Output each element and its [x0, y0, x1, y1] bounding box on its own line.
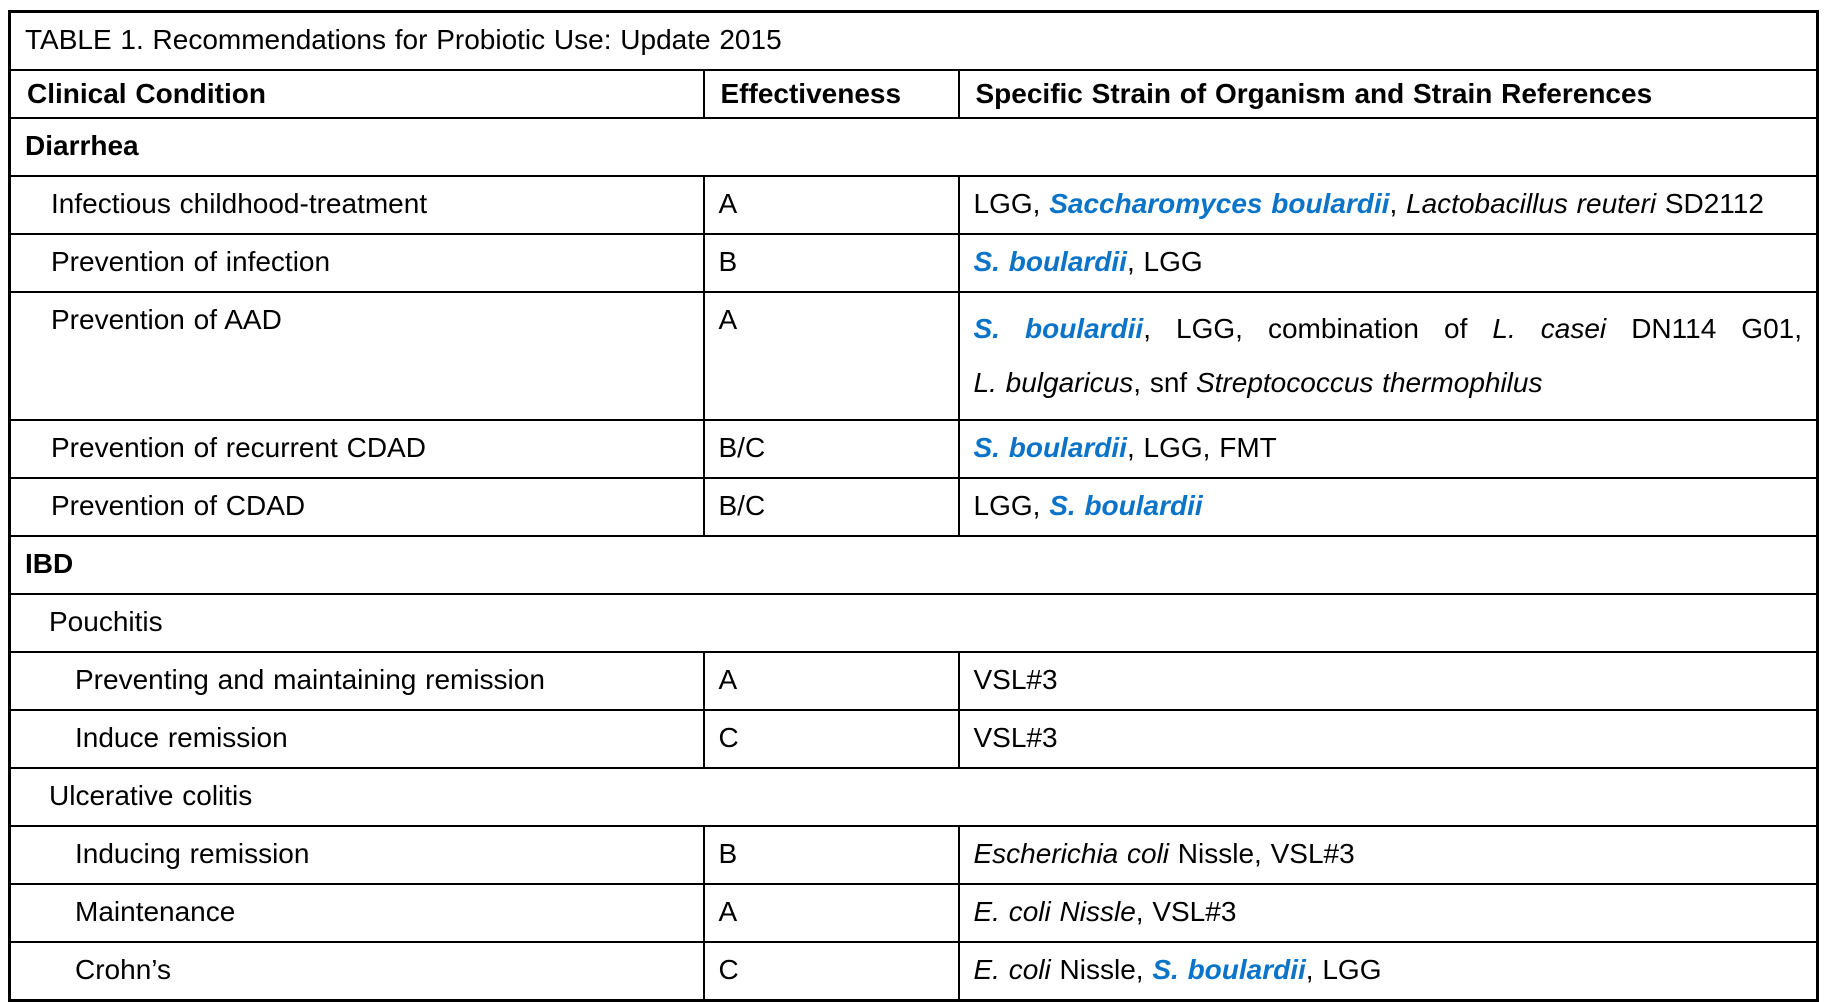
strain-text: L. bulgaricus	[973, 367, 1134, 398]
table-row: Prevention of CDAD B/C LGG, S. boulardii	[8, 477, 1819, 537]
section-label: Diarrhea	[8, 117, 1819, 177]
condition-cell: Induce remission	[8, 709, 705, 769]
effectiveness-cell: B/C	[702, 477, 960, 537]
condition-cell: Prevention of infection	[8, 233, 705, 293]
strain-text: Nissle,	[1050, 954, 1153, 985]
condition-cell: Prevention of CDAD	[8, 477, 705, 537]
header-row: Clinical Condition Effectiveness Specifi…	[8, 69, 1819, 119]
strain-name-highlighted: S. boulardii	[973, 432, 1127, 463]
strain-text: E. coli	[973, 954, 1051, 985]
table-row: Preventing and maintaining remission A VSL…	[8, 651, 1819, 711]
table-row: Infectious childhood-treatment A LGG, Sacc…	[8, 175, 1819, 235]
effectiveness-cell: B	[702, 233, 960, 293]
section-row: Pouchitis	[8, 593, 1819, 653]
strain-text: , LGG, combination of	[1143, 313, 1493, 344]
table-row: Prevention of recurrent CDAD B/C S. boular…	[8, 419, 1819, 479]
strain-text: LGG,	[973, 490, 1050, 521]
condition-cell: Inducing remission	[8, 825, 705, 885]
condition-cell: Prevention of recurrent CDAD	[8, 419, 705, 479]
strain-text: , LGG, FMT	[1126, 432, 1277, 463]
strains-cell: S. boulardii, LGG, FMT	[957, 419, 1819, 479]
strain-name-highlighted: S. boulardii	[973, 246, 1127, 277]
strain-name-highlighted: Saccharomyces boulardii	[1049, 188, 1390, 219]
strains-cell: Escherichia coli Nissle, VSL#3	[957, 825, 1819, 885]
table-row: Prevention of AAD A S. boulardii, LGG, com…	[8, 291, 1819, 421]
strain-text: SD2112	[1656, 188, 1764, 219]
strain-name-highlighted: S. boulardii	[973, 313, 1144, 344]
section-label: IBD	[8, 535, 1819, 595]
strain-text: Nissle, VSL#3	[1169, 838, 1355, 869]
column-header-specific-strain: Specific Strain of Organism and Strain R…	[957, 69, 1819, 119]
strain-text: E. coli Nissle	[973, 896, 1136, 927]
strain-text: Streptococcus thermophilus	[1195, 367, 1543, 398]
effectiveness-cell: C	[702, 709, 960, 769]
strain-name-highlighted: S. boulardii	[1049, 490, 1203, 521]
section-row: IBD	[8, 535, 1819, 595]
condition-cell: Prevention of AAD	[8, 291, 705, 421]
strain-text: , LGG	[1126, 246, 1203, 277]
table-title: TABLE 1. Recommendations for Probiotic U…	[8, 10, 1819, 71]
strains-cell: S. boulardii, LGG, combination of L. cas…	[957, 291, 1819, 421]
strain-text: DN114 G01,	[1606, 313, 1803, 344]
table-row: Induce remission C VSL#3	[8, 709, 1819, 769]
strains-cell: E. coli Nissle, VSL#3	[957, 883, 1819, 943]
effectiveness-cell: A	[702, 883, 960, 943]
effectiveness-cell: B	[702, 825, 960, 885]
strain-text: , snf	[1133, 367, 1196, 398]
effectiveness-cell: A	[702, 651, 960, 711]
section-label: Ulcerative colitis	[8, 767, 1819, 827]
effectiveness-cell: A	[702, 291, 960, 421]
strain-text: Lactobacillus reuteri	[1406, 188, 1657, 219]
strains-cell: S. boulardii, LGG	[957, 233, 1819, 293]
section-row: Ulcerative colitis	[8, 767, 1819, 827]
recommendations-table: TABLE 1. Recommendations for Probiotic U…	[8, 10, 1820, 1002]
strain-text: LGG,	[973, 188, 1050, 219]
strain-text: L. casei	[1492, 313, 1607, 344]
strains-cell: VSL#3	[957, 709, 1819, 769]
strain-text: , LGG	[1305, 954, 1382, 985]
table-row: Crohn’s C E. coli Nissle, S. boulardii, LG…	[8, 941, 1819, 1002]
document-page: TABLE 1. Recommendations for Probiotic U…	[8, 10, 1820, 1002]
strains-cell: E. coli Nissle, S. boulardii, LGG	[957, 941, 1819, 1002]
strains-cell: LGG, Saccharomyces boulardii, Lactobacil…	[957, 175, 1819, 235]
column-header-clinical-condition: Clinical Condition	[8, 69, 705, 119]
title-row: TABLE 1. Recommendations for Probiotic U…	[8, 10, 1819, 71]
strain-text: ,	[1389, 188, 1407, 219]
strain-text: VSL#3	[973, 664, 1058, 695]
column-header-effectiveness: Effectiveness	[702, 69, 960, 119]
recommendations-table-body: TABLE 1. Recommendations for Probiotic U…	[8, 10, 1819, 1002]
condition-cell: Maintenance	[8, 883, 705, 943]
condition-cell: Infectious childhood-treatment	[8, 175, 705, 235]
section-label: Pouchitis	[8, 593, 1819, 653]
strain-text: VSL#3	[973, 722, 1058, 753]
condition-cell: Crohn’s	[8, 941, 705, 1002]
table-row: Prevention of infection B S. boulardii, LG…	[8, 233, 1819, 293]
strain-name-highlighted: S. boulardii	[1152, 954, 1306, 985]
section-row: Diarrhea	[8, 117, 1819, 177]
table-row: Inducing remission B Escherichia coli Niss…	[8, 825, 1819, 885]
table-row: Maintenance A E. coli Nissle, VSL#3	[8, 883, 1819, 943]
strain-text: Escherichia coli	[973, 838, 1170, 869]
effectiveness-cell: C	[702, 941, 960, 1002]
strains-cell: LGG, S. boulardii	[957, 477, 1819, 537]
effectiveness-cell: A	[702, 175, 960, 235]
effectiveness-cell: B/C	[702, 419, 960, 479]
condition-cell: Preventing and maintaining remission	[8, 651, 705, 711]
strain-text: , VSL#3	[1135, 896, 1237, 927]
strains-cell: VSL#3	[957, 651, 1819, 711]
